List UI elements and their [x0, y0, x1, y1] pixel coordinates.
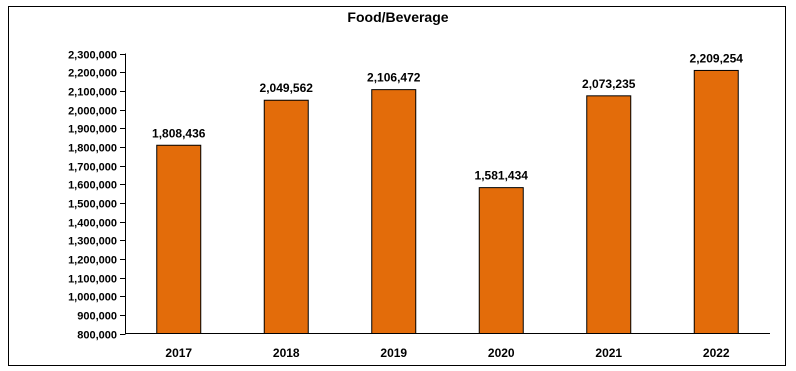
y-tick-label: 1,200,000: [68, 255, 117, 267]
bar-2021: [586, 95, 632, 334]
bar-2019: [371, 89, 417, 334]
y-tick-label: 2,300,000: [68, 50, 117, 62]
y-tick-label: 1,500,000: [68, 199, 117, 211]
data-label-2021: 2,073,235: [582, 77, 636, 91]
y-tick-label: 2,200,000: [68, 68, 117, 80]
data-label-2017: 1,808,436: [152, 126, 206, 140]
data-label-2018: 2,049,562: [260, 81, 314, 95]
data-label-2020: 1,581,434: [475, 169, 529, 183]
bar-2018: [263, 99, 309, 334]
bar-2020: [478, 187, 524, 334]
y-tick-label: 1,100,000: [68, 274, 117, 286]
chart-title: Food/Beverage: [347, 9, 449, 25]
bar-2017: [156, 144, 202, 334]
y-tick-label: 900,000: [77, 311, 117, 323]
y-tick-label: 1,900,000: [68, 124, 117, 136]
x-tick-label-2018: 2018: [273, 346, 300, 360]
y-tick-label: 800,000: [77, 330, 117, 342]
y-tick-label: 1,400,000: [68, 218, 117, 230]
y-tick-label: 1,600,000: [68, 180, 117, 192]
x-tick-label-2017: 2017: [165, 346, 192, 360]
x-tick-label-2019: 2019: [380, 346, 407, 360]
y-tick-label: 1,800,000: [68, 143, 117, 155]
data-label-2019: 2,106,472: [367, 71, 421, 85]
y-tick-label: 2,100,000: [68, 87, 117, 99]
y-tick-label: 2,000,000: [68, 106, 117, 118]
y-tick-label: 1,300,000: [68, 236, 117, 248]
y-tick-label: 1,000,000: [68, 292, 117, 304]
x-tick-label-2022: 2022: [703, 346, 730, 360]
y-tick-label: 1,700,000: [68, 162, 117, 174]
data-label-2022: 2,209,254: [690, 51, 744, 65]
bar-2022: [693, 69, 739, 335]
x-tick-label-2020: 2020: [488, 346, 515, 360]
x-tick-label-2021: 2021: [595, 346, 622, 360]
